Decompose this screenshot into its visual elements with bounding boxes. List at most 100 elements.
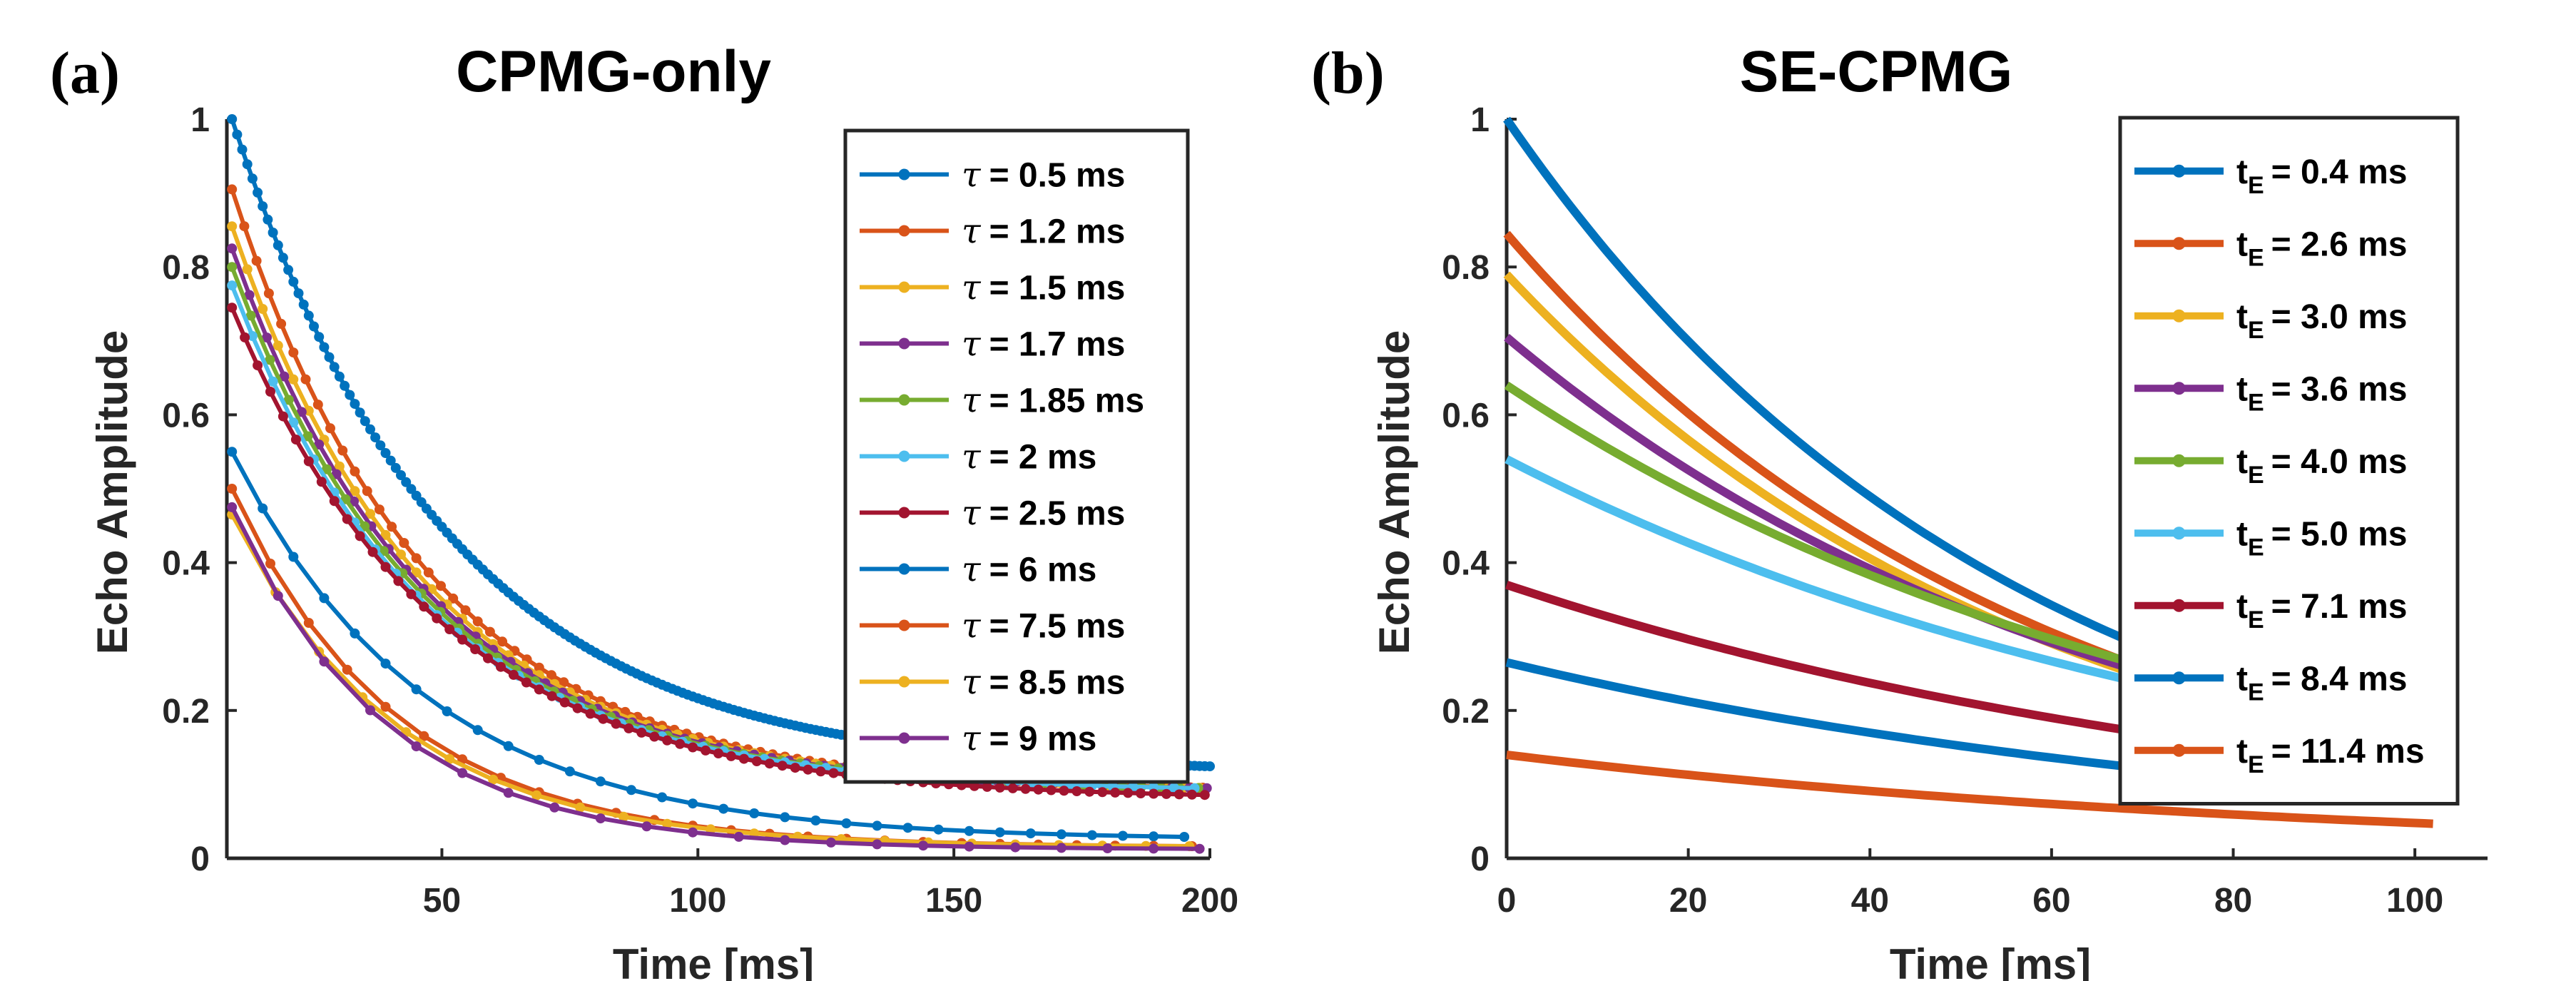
series-point bbox=[401, 477, 412, 487]
y-tick-label: 0.4 bbox=[1442, 545, 1490, 583]
series-point bbox=[1056, 829, 1066, 840]
series-point bbox=[749, 808, 760, 818]
series-point bbox=[247, 331, 258, 341]
panel-a-letter: (a) bbox=[50, 40, 120, 106]
legend-marker bbox=[898, 337, 910, 350]
series-point bbox=[278, 411, 288, 422]
series-point bbox=[253, 360, 263, 371]
series-point bbox=[258, 503, 268, 514]
series-point bbox=[227, 303, 238, 313]
series-point bbox=[411, 684, 422, 695]
legend-label: tE = 7.1 ms bbox=[2236, 588, 2407, 634]
legend-label: tE = 0.4 ms bbox=[2236, 153, 2407, 199]
series-point bbox=[657, 792, 668, 803]
series-point bbox=[726, 751, 736, 761]
series-point bbox=[457, 768, 468, 778]
series-point bbox=[350, 628, 360, 639]
series-point bbox=[314, 439, 325, 449]
legend-label: tE = 5.0 ms bbox=[2236, 515, 2407, 561]
series-point bbox=[399, 538, 409, 548]
series-point bbox=[411, 567, 422, 578]
legend-marker bbox=[898, 507, 910, 519]
series-point bbox=[1071, 786, 1082, 796]
series-point bbox=[334, 461, 345, 472]
series-point bbox=[964, 841, 974, 852]
series-point bbox=[777, 761, 788, 771]
legend-marker bbox=[2172, 382, 2186, 395]
series-point bbox=[595, 776, 606, 787]
series-point bbox=[503, 788, 514, 798]
series-point bbox=[329, 362, 340, 372]
series-point bbox=[262, 332, 272, 343]
series-point bbox=[575, 802, 586, 813]
series-point bbox=[396, 549, 406, 560]
legend-label: tE = 3.0 ms bbox=[2236, 298, 2407, 344]
series-point bbox=[933, 824, 944, 835]
series-point bbox=[227, 280, 238, 291]
series-point bbox=[521, 677, 531, 688]
series-point bbox=[380, 701, 391, 712]
series-point bbox=[239, 221, 250, 232]
series-line bbox=[1504, 381, 2144, 670]
panel-b: (b) SE-CPMG Time [ms] Echo Amplitude 0 0.… bbox=[1311, 39, 2488, 981]
series-point bbox=[296, 407, 307, 417]
legend-entry: τ = 9 ms bbox=[860, 719, 1096, 759]
series-point bbox=[1010, 842, 1021, 853]
x-tick-label: 100 bbox=[2386, 882, 2443, 920]
series-point bbox=[713, 748, 723, 758]
series-point bbox=[393, 576, 404, 586]
series-point bbox=[1097, 787, 1108, 798]
series-point bbox=[290, 434, 301, 445]
series-point bbox=[623, 723, 634, 733]
legend-entry: τ = 2.5 ms bbox=[860, 494, 1125, 534]
series-line bbox=[230, 506, 1200, 851]
series-point bbox=[902, 823, 913, 833]
series-line bbox=[1503, 230, 2144, 672]
series-point bbox=[227, 184, 238, 195]
legend-marker bbox=[898, 394, 910, 406]
series-2 bbox=[1503, 230, 2144, 672]
series-point bbox=[360, 416, 370, 427]
series-point bbox=[300, 374, 311, 385]
series-point bbox=[546, 691, 557, 701]
series-point bbox=[396, 470, 406, 480]
series-point bbox=[268, 376, 278, 387]
series-point bbox=[733, 831, 744, 842]
series-point bbox=[273, 591, 283, 601]
legend: tE = 0.4 ms tE = 2.6 ms tE = 3.0 ms tE = 3.6 ms… bbox=[2118, 116, 2460, 805]
legend-label: τ = 6 ms bbox=[962, 550, 1096, 590]
series-point bbox=[626, 785, 636, 796]
legend-label: τ = 0.5 ms bbox=[962, 156, 1125, 195]
legend-entry: tE = 4.0 ms bbox=[2134, 443, 2407, 489]
series-point bbox=[595, 813, 606, 824]
series-point bbox=[1086, 830, 1097, 840]
series-point bbox=[508, 669, 519, 680]
series-point bbox=[780, 812, 790, 823]
series-point bbox=[303, 618, 314, 628]
legend-label: tE = 2.6 ms bbox=[2236, 225, 2407, 271]
series-point bbox=[662, 735, 673, 746]
series-point bbox=[448, 593, 459, 604]
series-point bbox=[380, 561, 391, 572]
panel-b-title: SE-CPMG bbox=[1740, 39, 2013, 104]
series-point bbox=[419, 601, 429, 612]
series-point bbox=[1102, 843, 1113, 853]
series-9 bbox=[1506, 751, 2433, 828]
legend-entry: tE = 2.6 ms bbox=[2134, 225, 2407, 271]
legend-marker bbox=[898, 450, 910, 462]
series-point bbox=[350, 466, 360, 477]
series-point bbox=[1186, 789, 1197, 800]
series-point bbox=[1007, 783, 1018, 793]
series-point bbox=[688, 798, 698, 809]
series-point bbox=[240, 332, 250, 342]
series-point bbox=[355, 407, 365, 418]
series-point bbox=[488, 774, 499, 785]
legend-entry: tE = 7.1 ms bbox=[2134, 588, 2407, 634]
legend-label: τ = 1.85 ms bbox=[962, 381, 1144, 421]
series-point bbox=[302, 431, 313, 442]
series-point bbox=[279, 371, 290, 382]
series-point bbox=[918, 840, 929, 851]
series-point bbox=[265, 559, 275, 569]
series-point bbox=[247, 173, 258, 184]
panel-a-ylabel: Echo Amplitude bbox=[88, 330, 136, 654]
